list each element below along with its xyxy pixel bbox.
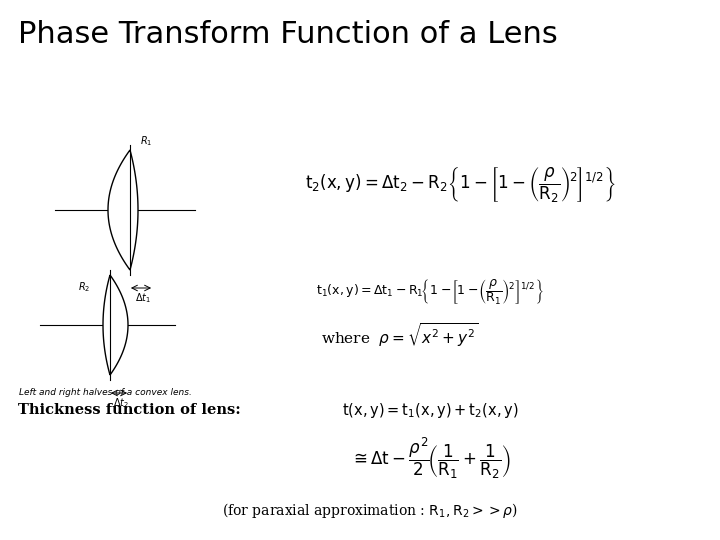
Text: $\mathrm{t}(\mathrm{x}, \mathrm{y}) = \mathrm{t}_1(\mathrm{x}, \mathrm{y}) + \ma: $\mathrm{t}(\mathrm{x}, \mathrm{y}) = \m… (342, 401, 518, 420)
Text: Thickness function of lens:: Thickness function of lens: (18, 403, 240, 417)
Polygon shape (103, 275, 128, 375)
Text: where  $\rho = \sqrt{x^2 + y^2}$: where $\rho = \sqrt{x^2 + y^2}$ (321, 321, 479, 349)
Text: $\mathrm{t}_1(\mathrm{x},\mathrm{y}) = \Delta\mathrm{t}_1 - \mathrm{R}_1\!\left\: $\mathrm{t}_1(\mathrm{x},\mathrm{y}) = \… (316, 278, 544, 307)
Text: $R_1$: $R_1$ (140, 134, 153, 148)
Text: $\cong \Delta\mathrm{t} - \dfrac{\rho^2}{2}\!\left(\dfrac{1}{\mathrm{R}_1} + \df: $\cong \Delta\mathrm{t} - \dfrac{\rho^2}… (350, 435, 510, 481)
Text: Phase Transform Function of a Lens: Phase Transform Function of a Lens (18, 20, 558, 49)
Text: $\Delta t_2$: $\Delta t_2$ (113, 396, 129, 410)
Text: $R_2$: $R_2$ (78, 280, 90, 294)
Text: $\mathrm{t}_2(\mathrm{x}, \mathrm{y}) = \Delta\mathrm{t}_2 - \mathrm{R}_2\left\{: $\mathrm{t}_2(\mathrm{x}, \mathrm{y}) = … (305, 165, 615, 205)
Text: $\Delta t_1$: $\Delta t_1$ (135, 291, 151, 305)
Text: Left and right halves of a convex lens.: Left and right halves of a convex lens. (19, 388, 192, 397)
Text: (for paraxial approximation : $\mathrm{R}_1, \mathrm{R}_2 >> \rho$): (for paraxial approximation : $\mathrm{R… (222, 501, 518, 519)
Polygon shape (108, 150, 138, 270)
